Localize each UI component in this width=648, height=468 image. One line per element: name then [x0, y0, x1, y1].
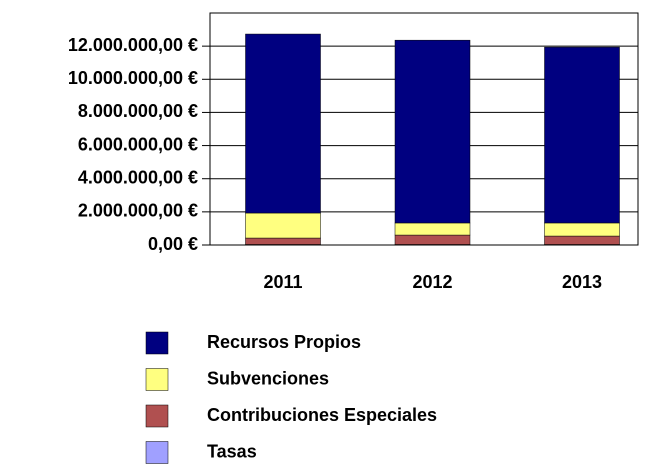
y-tick-label: 0,00 € — [148, 234, 198, 254]
x-tick-label: 2011 — [263, 272, 302, 292]
legend-swatch — [145, 331, 169, 355]
y-tick-label: 12.000.000,00 € — [68, 35, 198, 55]
bar-segment — [544, 46, 620, 224]
legend-swatch — [145, 404, 169, 428]
bar-segment — [245, 212, 321, 239]
y-tick-label: 8.000.000,00 € — [78, 101, 198, 121]
bar-segment — [394, 222, 471, 236]
bar-segment — [544, 235, 620, 245]
legend-swatch — [145, 368, 169, 391]
bar-segment — [245, 33, 321, 214]
legend-swatch — [145, 441, 169, 464]
bar-segment — [245, 237, 321, 245]
bar-segment — [394, 234, 471, 245]
legend-label: Recursos Propios — [207, 332, 361, 352]
y-tick-label: 6.000.000,00 € — [78, 134, 198, 154]
y-tick-label: 4.000.000,00 € — [78, 167, 198, 187]
legend-label: Contribuciones Especiales — [207, 405, 437, 425]
bar-segment — [544, 222, 620, 237]
y-tick-label: 10.000.000,00 € — [68, 68, 198, 88]
y-tick-label: 2.000.000,00 € — [78, 201, 198, 221]
x-tick-label: 2013 — [562, 272, 602, 292]
x-tick-label: 2012 — [412, 272, 452, 292]
legend-label: Subvenciones — [207, 368, 329, 388]
legend-label: Tasas — [207, 441, 257, 461]
bar-segment — [394, 39, 471, 224]
